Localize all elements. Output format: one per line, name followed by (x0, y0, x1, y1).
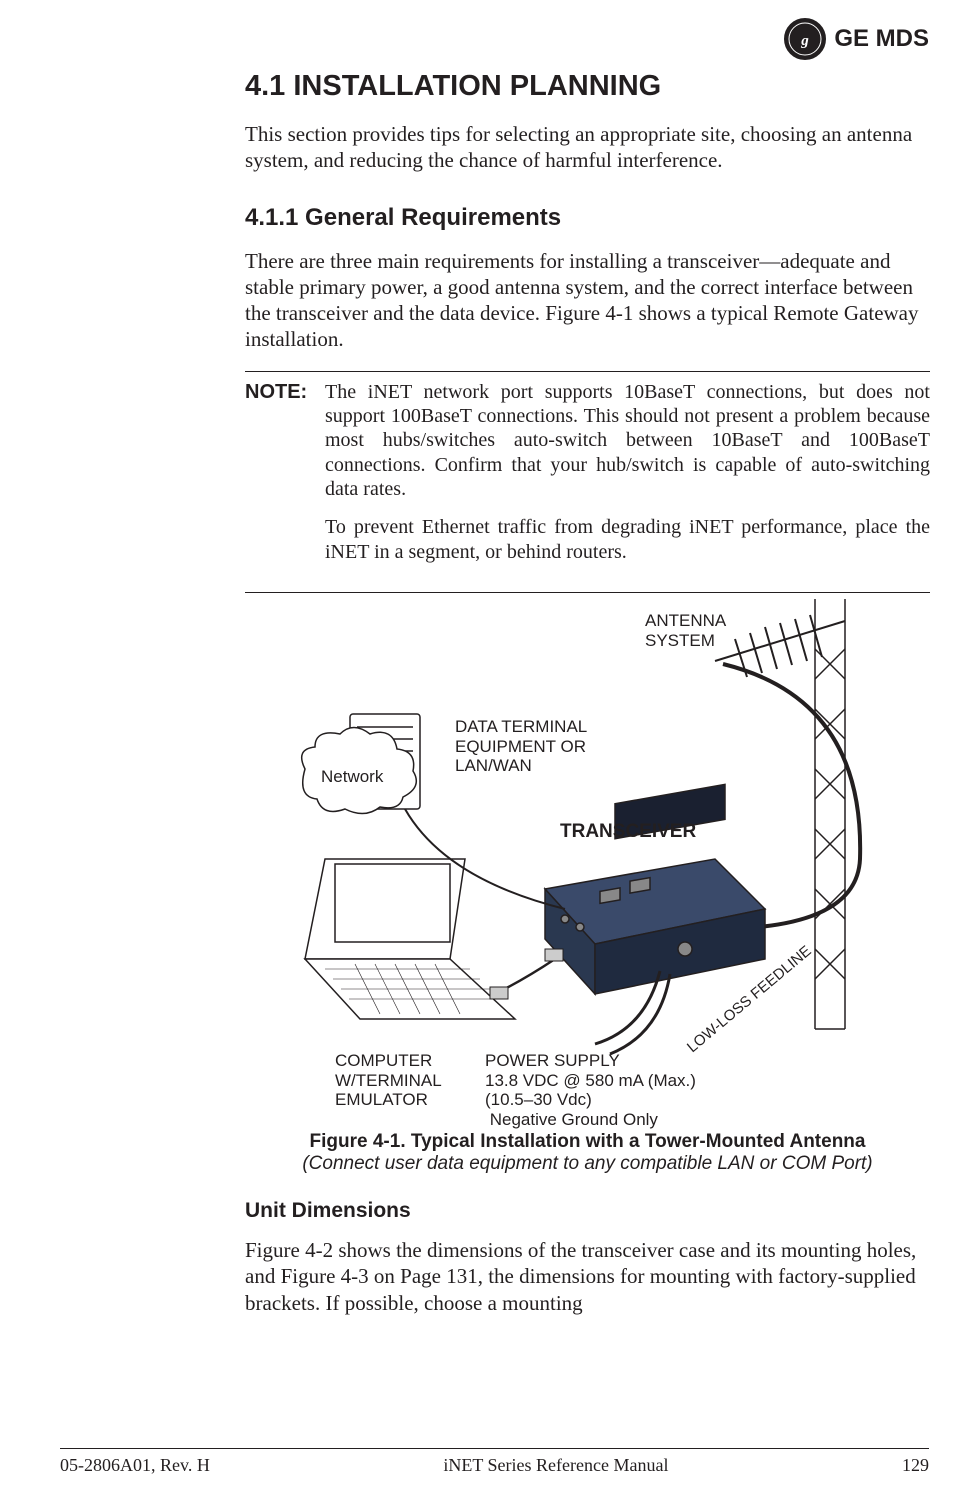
label-power: POWER SUPPLY 13.8 VDC @ 580 mA (Max.) (1… (485, 1051, 696, 1129)
label-dte: DATA TERMINAL EQUIPMENT OR LAN/WAN (455, 717, 587, 776)
ge-monogram-icon: g (784, 18, 826, 60)
note-label: NOTE: (245, 380, 315, 579)
note-block: NOTE: The iNET network port supports 10B… (245, 380, 930, 579)
figure-illustration (245, 599, 930, 1129)
page-footer: 05-2806A01, Rev. H iNET Series Reference… (60, 1448, 929, 1476)
unit-dimensions-body: Figure 4-2 shows the dimensions of the t… (245, 1237, 930, 1316)
label-antenna: ANTENNA SYSTEM (645, 611, 726, 650)
page-content: 4.1 INSTALLATION PLANNING This section p… (245, 70, 930, 1316)
section-heading: 4.1 INSTALLATION PLANNING (245, 70, 930, 103)
caption-subtitle: (Connect user data equipment to any comp… (245, 1153, 930, 1175)
figure-caption: Figure 4-1. Typical Installation with a … (245, 1131, 930, 1175)
section-intro: This section provides tips for selecting… (245, 121, 930, 174)
brand-logo: g GE MDS (784, 18, 929, 60)
note-paragraph-2: To prevent Ethernet traffic from degradi… (325, 515, 930, 564)
svg-text:g: g (801, 33, 810, 49)
note-rule-top (245, 371, 930, 372)
subsection-heading: 4.1.1 General Requirements (245, 204, 930, 232)
note-body: The iNET network port supports 10BaseT c… (325, 380, 930, 579)
unit-dimensions-heading: Unit Dimensions (245, 1199, 930, 1223)
label-computer: COMPUTER W/TERMINAL EMULATOR (335, 1051, 442, 1110)
subsection-intro: There are three main requirements for in… (245, 248, 930, 353)
label-transceiver: TRANSCEIVER (560, 821, 696, 843)
figure-4-1: ANTENNA SYSTEM DATA TERMINAL EQUIPMENT O… (245, 599, 930, 1129)
caption-title: Figure 4-1. Typical Installation with a … (245, 1131, 930, 1153)
label-network: Network (321, 767, 383, 787)
footer-page-number: 129 (902, 1455, 929, 1476)
note-rule-bottom (245, 592, 930, 593)
brand-text: GE MDS (834, 25, 929, 53)
note-paragraph-1: The iNET network port supports 10BaseT c… (325, 380, 930, 502)
footer-manual-title: iNET Series Reference Manual (443, 1455, 668, 1476)
footer-doc-id: 05-2806A01, Rev. H (60, 1455, 210, 1476)
